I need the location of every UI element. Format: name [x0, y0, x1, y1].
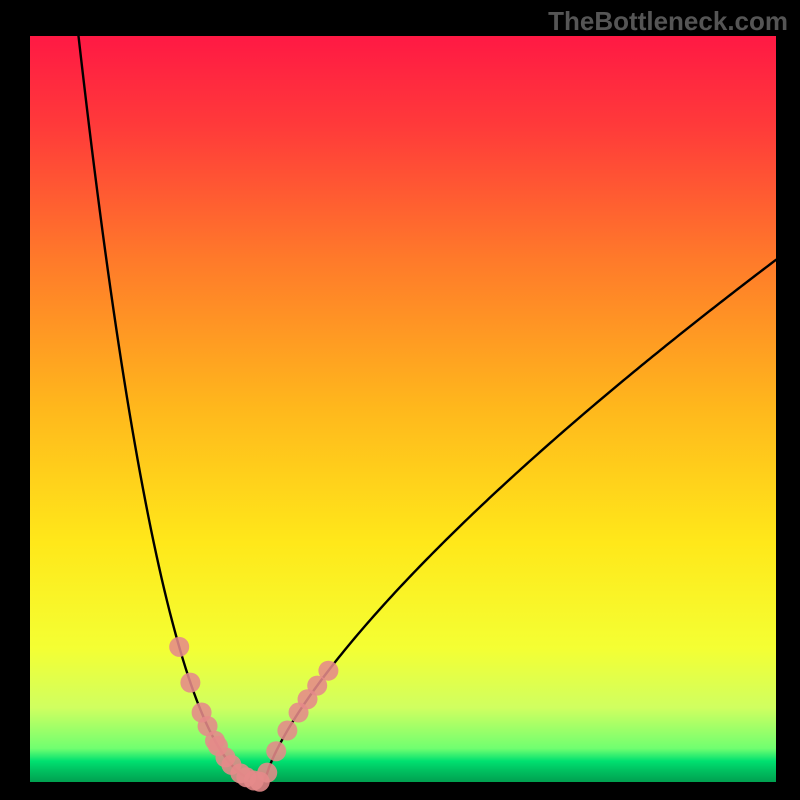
chart-frame: TheBottleneck.com [0, 0, 800, 800]
watermark-label: TheBottleneck.com [548, 6, 788, 37]
curve-layer [30, 36, 776, 782]
data-point [266, 741, 286, 761]
data-point [318, 661, 338, 681]
data-point [277, 721, 297, 741]
bottleneck-curve [78, 36, 776, 782]
data-point [169, 637, 189, 657]
data-point [180, 673, 200, 693]
plot-area [30, 36, 776, 782]
data-point [257, 763, 277, 783]
